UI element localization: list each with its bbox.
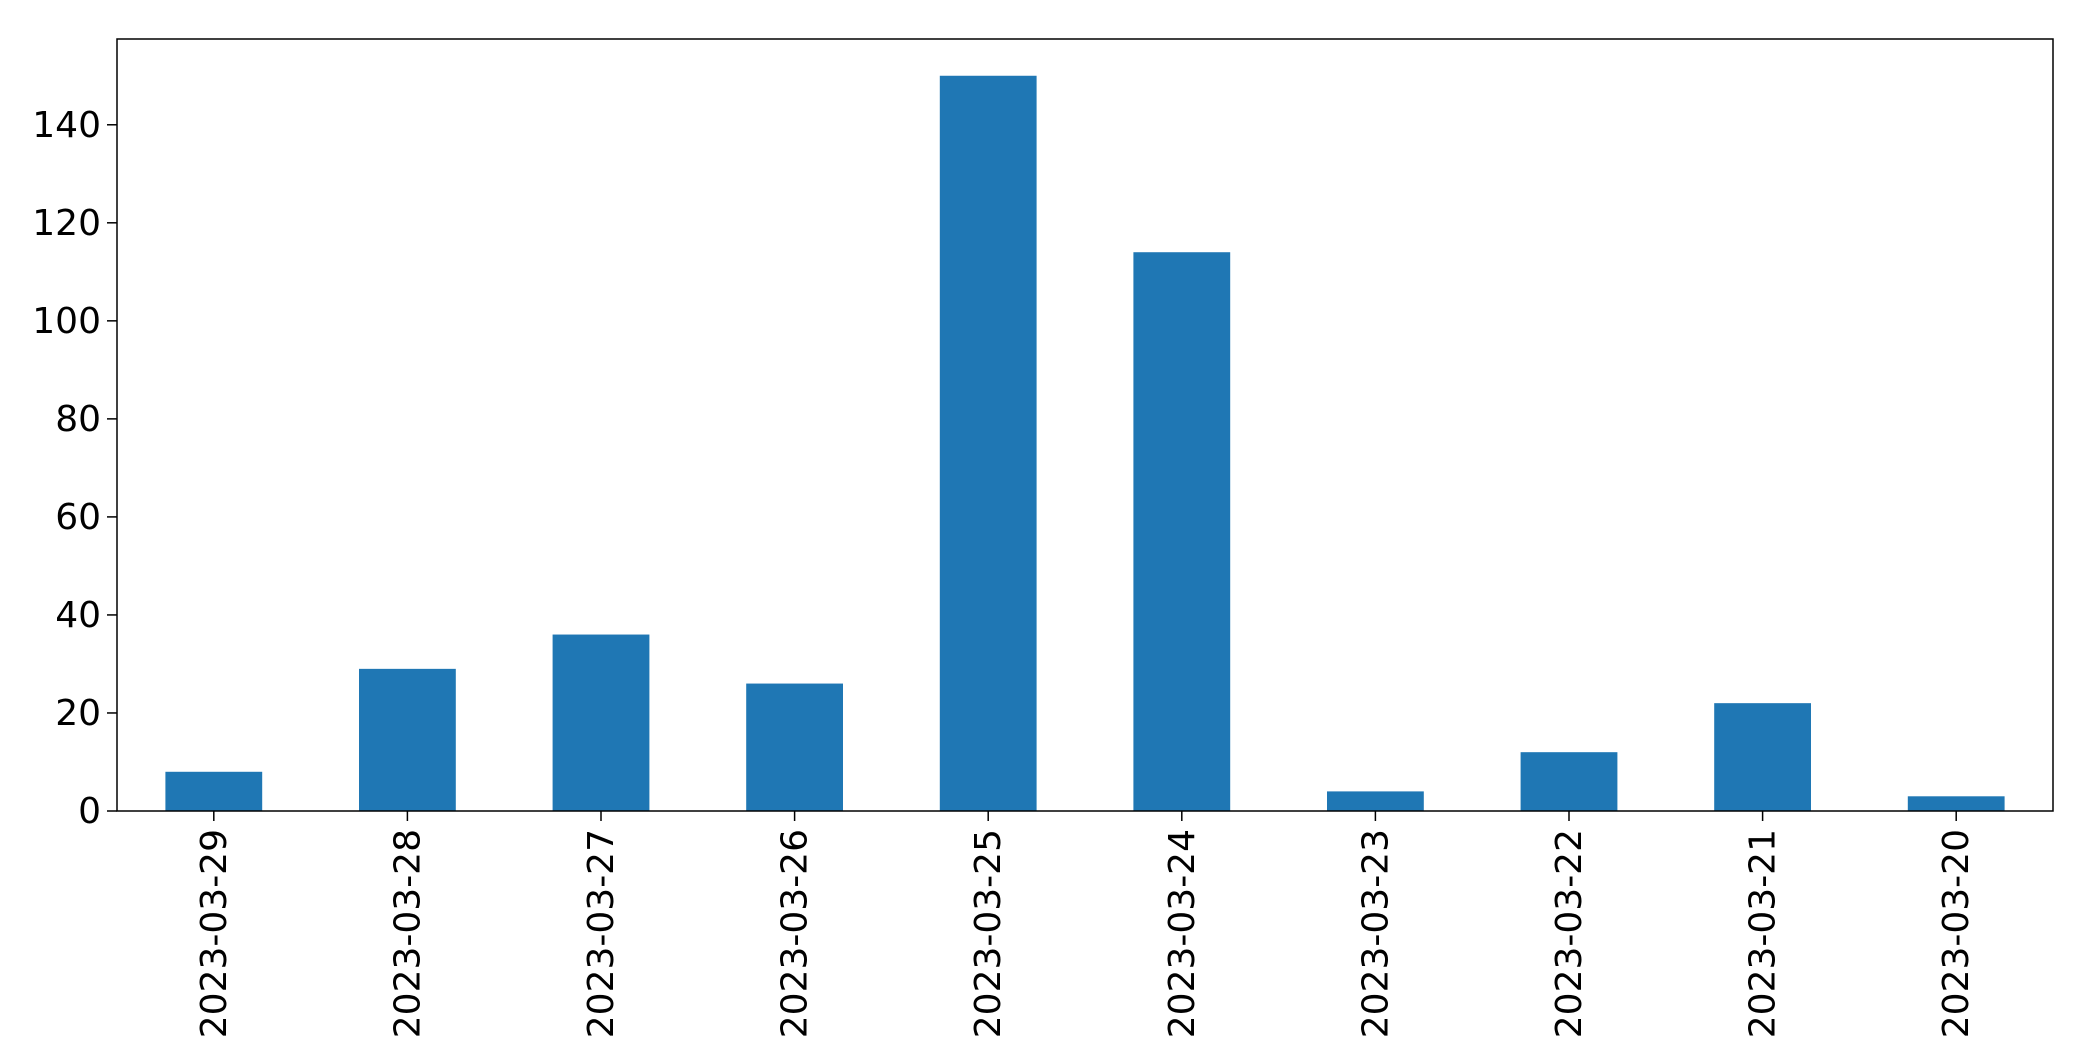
bar bbox=[1907, 796, 2005, 811]
y-tick-label: 140 bbox=[32, 105, 101, 146]
bar bbox=[1133, 252, 1231, 811]
x-axis-ticks: 2023-03-29 2023-03-28 2023-03-27 2023-03-26… bbox=[194, 811, 1977, 1038]
bar bbox=[746, 683, 843, 811]
bar bbox=[165, 771, 263, 811]
y-tick-label: 100 bbox=[32, 301, 101, 342]
bar bbox=[939, 75, 1037, 811]
bar bbox=[1520, 752, 1618, 811]
plot-frame bbox=[116, 38, 2054, 812]
x-tick-label: 2023-03-29 bbox=[194, 829, 235, 1038]
y-tick-label: 120 bbox=[32, 203, 101, 244]
bars-layer bbox=[165, 75, 2005, 811]
y-axis-ticks: 0 20 40 60 80 100 120 140 bbox=[32, 105, 117, 832]
x-tick-label: 2023-03-28 bbox=[387, 829, 428, 1038]
bar bbox=[359, 668, 456, 811]
bar bbox=[1327, 791, 1424, 811]
x-tick-label: 2023-03-25 bbox=[968, 829, 1009, 1038]
x-tick-label: 2023-03-20 bbox=[1936, 829, 1977, 1038]
x-tick-label: 2023-03-26 bbox=[775, 829, 816, 1038]
x-tick-label: 2023-03-21 bbox=[1743, 829, 1784, 1038]
x-tick-label: 2023-03-23 bbox=[1355, 829, 1396, 1038]
y-tick-label: 60 bbox=[55, 497, 101, 538]
y-tick-label: 0 bbox=[78, 791, 101, 832]
x-tick-label: 2023-03-27 bbox=[581, 829, 622, 1038]
y-tick-label: 20 bbox=[55, 693, 101, 734]
x-tick-label: 2023-03-24 bbox=[1162, 829, 1203, 1038]
bar bbox=[1714, 703, 1811, 811]
y-tick-label: 80 bbox=[55, 399, 101, 440]
y-tick-label: 40 bbox=[55, 595, 101, 636]
x-tick-label: 2023-03-22 bbox=[1549, 829, 1590, 1038]
bar bbox=[552, 634, 650, 811]
